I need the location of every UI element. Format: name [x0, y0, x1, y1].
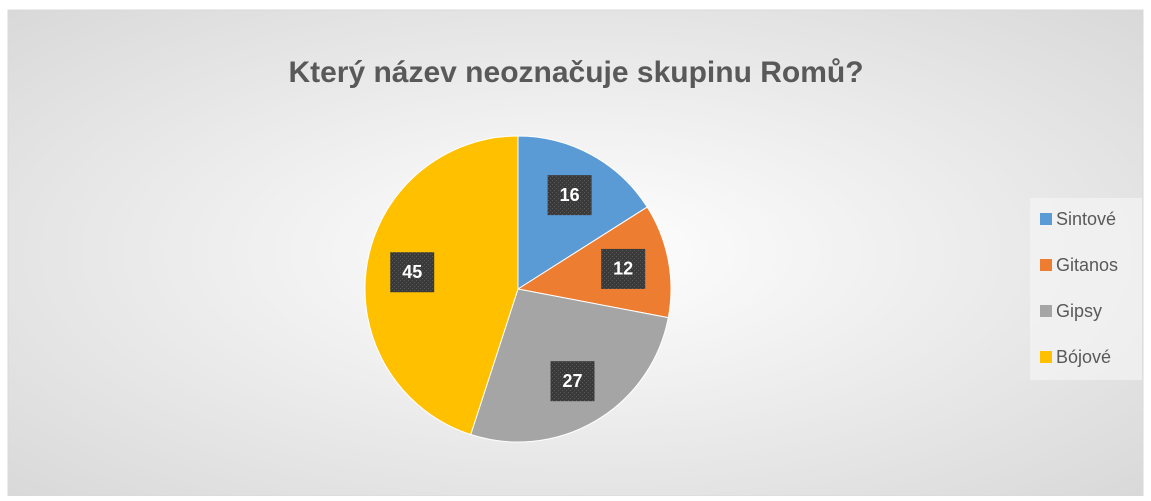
pie-slice: [364, 135, 519, 436]
legend-label: Sintové: [1056, 209, 1116, 229]
legend-label: Gitanos: [1056, 255, 1118, 275]
data-label: 45: [402, 262, 422, 282]
pie-slice: [516, 206, 672, 319]
data-label-box: [547, 175, 592, 216]
chart-title: Který název neoznačuje skupinu Romů?: [288, 56, 863, 89]
legend-swatch: [1040, 351, 1052, 363]
legend-box: [1030, 198, 1142, 380]
data-label-box: [550, 361, 595, 402]
data-label-box: [390, 252, 435, 293]
legend-swatch: [1040, 305, 1052, 317]
data-label: 27: [563, 371, 583, 391]
data-label: 12: [613, 259, 633, 279]
data-label: 16: [560, 185, 580, 205]
legend-label: Bójové: [1056, 347, 1111, 367]
legend-swatch: [1040, 213, 1052, 225]
data-label-box: [601, 248, 646, 289]
legend-swatch: [1040, 259, 1052, 271]
legend-label: Gipsy: [1056, 301, 1102, 321]
